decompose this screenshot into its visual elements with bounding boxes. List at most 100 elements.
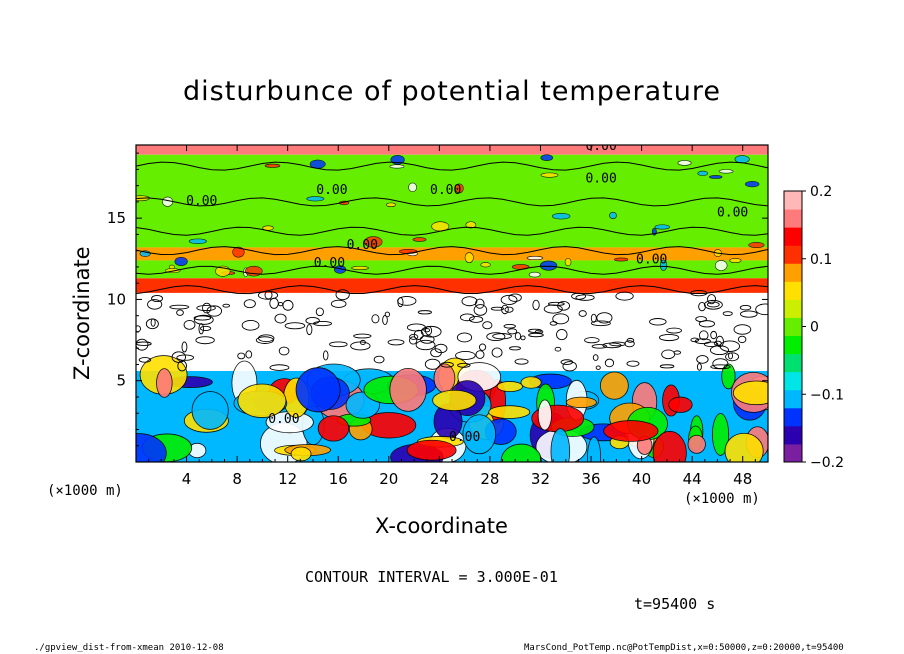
contour-loop [468, 316, 484, 323]
contour-loop [694, 338, 711, 345]
x-tick-label: 16 [329, 470, 348, 488]
contour-loop [371, 314, 380, 324]
contour-loop [196, 305, 216, 312]
contour-loop [514, 332, 522, 341]
contour-loop [424, 358, 441, 370]
contour-loop [306, 324, 313, 336]
contour-label: 0.00 [430, 183, 461, 198]
contour-loop [313, 320, 333, 327]
x-tick-label: 4 [182, 470, 192, 488]
contour-loop [353, 333, 372, 339]
colorbar-swatch [784, 281, 802, 300]
footer-right: MarsCond_PotTemp.nc@PotTempDist,x=0:5000… [524, 643, 844, 653]
contour-loop [719, 340, 741, 352]
contour-loop [419, 335, 435, 344]
turbulence-cell [496, 381, 524, 393]
contour-loop [696, 363, 702, 371]
x-unit-label: (×1000 m) [684, 491, 760, 507]
turbulence-cell [389, 367, 427, 412]
contour-loop [415, 339, 436, 351]
contour-loop [406, 323, 426, 332]
contour-loop [609, 341, 626, 347]
contour-loop [560, 359, 574, 365]
upper-patch [464, 252, 474, 264]
upper-patch [385, 202, 397, 208]
contour-loop [171, 351, 186, 363]
colorbar-swatch [784, 389, 802, 409]
y-axis-label: Z-coordinate [70, 246, 94, 380]
contour-loop [739, 310, 758, 318]
upper-patch [465, 221, 477, 229]
upper-patch [351, 266, 369, 270]
contour-label: 0.00 [268, 412, 299, 427]
contour-loop [591, 344, 608, 349]
upper-patch [697, 170, 709, 176]
contour-loop [169, 304, 190, 310]
contour-loop [556, 328, 568, 341]
contour-loop [707, 294, 717, 305]
turbulence-cell [156, 368, 173, 398]
contour-loop [626, 360, 640, 367]
contour-loop [578, 310, 587, 317]
contour-loop [199, 325, 212, 332]
contour-loop [739, 304, 752, 311]
contour-loop [183, 319, 196, 330]
x-axis: 4 8 12 16 20 24 28 32 36 40 44 48 [148, 145, 756, 488]
turbulence-cell [462, 414, 497, 455]
colorbar-swatch [784, 371, 802, 391]
contour-loop [147, 299, 163, 310]
contour-loop [486, 332, 506, 342]
contour-loop [690, 337, 700, 343]
contour-line [136, 285, 768, 295]
colorbar-swatch [784, 245, 802, 264]
contour-loop [562, 361, 577, 372]
contour-loop [150, 318, 156, 327]
contour-loop [330, 299, 347, 308]
upper-patch [748, 242, 765, 248]
upper-patch [714, 260, 728, 271]
colorbar-label: 0.2 [810, 184, 832, 200]
turbulence-cell [652, 430, 687, 462]
turbulence-cell [237, 383, 287, 418]
contour-label: 0.00 [316, 183, 347, 198]
x-tick-label: 44 [683, 470, 702, 488]
colorbar-swatch [784, 335, 802, 355]
turbulence-cell [603, 420, 659, 442]
contour-loop [703, 299, 723, 310]
contour-loop [491, 347, 503, 358]
contour-loop [475, 298, 485, 309]
contour-loop [504, 306, 514, 313]
upper-patch [734, 155, 750, 164]
contour-loop [590, 320, 611, 327]
footer-left: ./gpview_dist-from-xmean 2010-12-08 [34, 643, 224, 653]
contour-label: 0.00 [717, 206, 748, 221]
turbulence-cell [500, 443, 542, 462]
contour-loop [430, 348, 442, 358]
colorbar-label: 0.1 [810, 252, 832, 268]
contour-loop [177, 360, 187, 372]
contour-loop [237, 352, 246, 360]
contour-line [136, 265, 768, 275]
contour-label: 0.00 [314, 256, 345, 271]
contour-loop [706, 301, 720, 308]
contour-loop [543, 304, 563, 314]
contour-loop [698, 330, 709, 341]
upper-patch [539, 260, 558, 271]
contour-loop [520, 335, 526, 341]
contour-loop [528, 332, 544, 338]
x-tick-label: 8 [232, 470, 242, 488]
contour-loop [198, 323, 204, 335]
contour-loop [195, 336, 215, 345]
turbulence-cell [290, 446, 312, 462]
turbulence-cell [565, 396, 597, 409]
x-tick-label: 32 [531, 470, 550, 488]
contour-loop [722, 311, 733, 317]
contour-loop [151, 294, 164, 303]
colorbar-swatch [784, 299, 802, 318]
upper-patch [363, 236, 383, 248]
contour-loop [666, 327, 683, 334]
contour-loop [658, 333, 680, 342]
turbulence-cell [599, 371, 629, 400]
contour-loop [475, 350, 485, 359]
y-tick-label: 10 [107, 290, 126, 308]
